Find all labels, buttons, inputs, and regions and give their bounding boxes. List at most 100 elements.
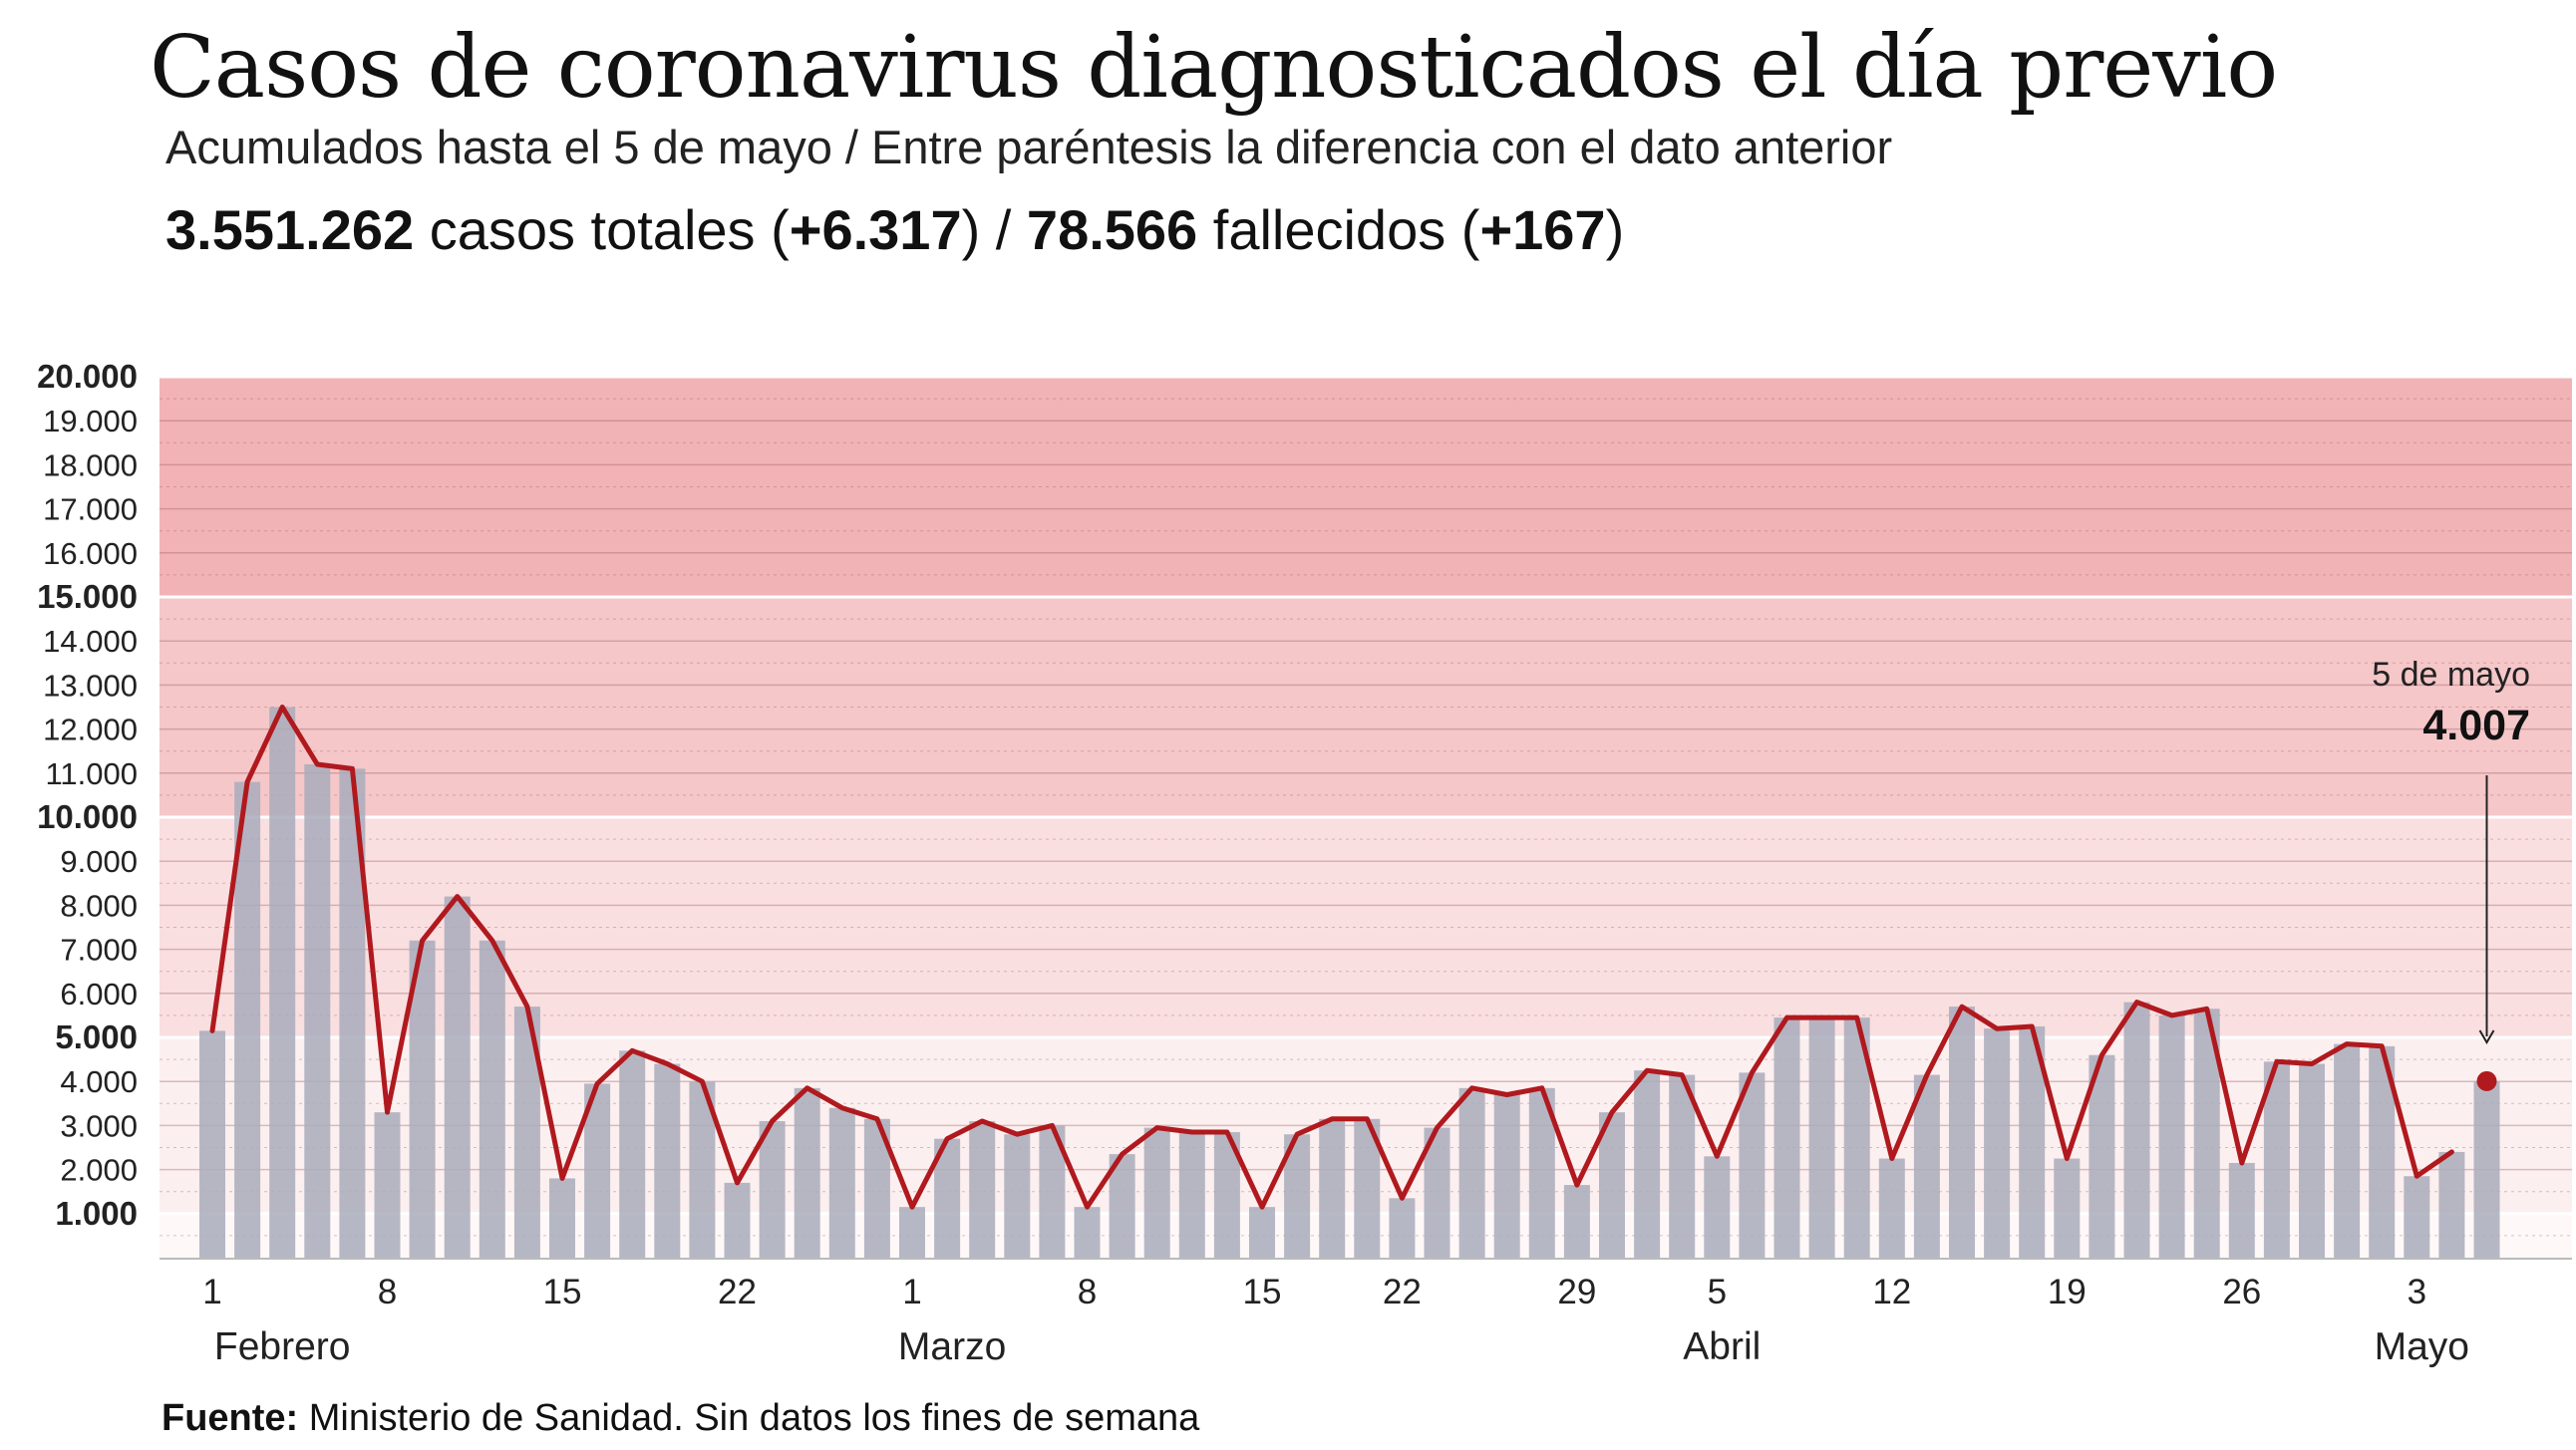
- bar: [1249, 1207, 1275, 1258]
- bar: [1563, 1185, 1590, 1258]
- x-tick-label: 8: [1078, 1273, 1097, 1311]
- total-cases: 3.551.262: [165, 198, 415, 261]
- x-tick-label: 5: [1708, 1273, 1727, 1311]
- x-tick-label: 26: [2222, 1273, 2261, 1311]
- totals-line: 3.551.262 casos totales (+6.317) / 78.56…: [165, 197, 1624, 262]
- bar: [619, 1050, 646, 1258]
- month-label: Abril: [1683, 1325, 1761, 1368]
- bar: [1634, 1070, 1661, 1258]
- bar: [304, 763, 331, 1258]
- y-tick-label: 4.000: [60, 1064, 138, 1099]
- y-tick-label: 20.000: [37, 358, 138, 395]
- x-tick-label: 15: [1243, 1273, 1282, 1311]
- bar: [969, 1120, 996, 1258]
- bar: [2334, 1043, 2361, 1258]
- bar: [2158, 1015, 2185, 1258]
- bar: [828, 1107, 855, 1258]
- y-tick-label: 17.000: [43, 492, 138, 527]
- month-label: Mayo: [2375, 1325, 2469, 1368]
- bar: [1143, 1127, 1170, 1258]
- bar: [1004, 1134, 1031, 1258]
- bar: [199, 1030, 225, 1258]
- highlight-annotation: 5 de mayo 4.007: [2372, 656, 2530, 1091]
- bar: [269, 707, 296, 1258]
- bar: [2263, 1061, 2290, 1258]
- bar: [1319, 1118, 1346, 1258]
- x-tick-label: 22: [718, 1273, 757, 1311]
- x-tick-label: 3: [2408, 1273, 2426, 1311]
- bar: [374, 1112, 401, 1258]
- x-tick-label: 22: [1383, 1273, 1422, 1311]
- x-tick-label: 12: [1872, 1273, 1911, 1311]
- bar: [2123, 1002, 2150, 1258]
- bar: [1599, 1112, 1625, 1258]
- bar: [479, 940, 505, 1258]
- bar: [1878, 1158, 1905, 1258]
- x-tick-label: 29: [1557, 1273, 1596, 1311]
- y-axis: 1.000 2.000 3.000 4.000 5.000 6.000 7.000 8.000…: [37, 358, 138, 1232]
- y-tick-label: 18.000: [43, 447, 138, 482]
- chart-subtitle: Acumulados hasta el 5 de mayo / Entre pa…: [165, 121, 1893, 173]
- y-tick-label: 2.000: [60, 1153, 138, 1188]
- source-label: Fuente:: [161, 1397, 299, 1439]
- x-tick-label: 1: [202, 1273, 221, 1311]
- bar: [2404, 1176, 2430, 1258]
- bar: [1773, 1017, 1800, 1258]
- y-tick-label: 6.000: [60, 977, 138, 1012]
- bar: [444, 896, 471, 1258]
- y-tick-label: 8.000: [60, 888, 138, 923]
- y-tick-label: 14.000: [43, 624, 138, 659]
- bar: [654, 1063, 681, 1258]
- band-2: [160, 817, 2572, 1037]
- bar: [1074, 1207, 1101, 1258]
- bar: [1669, 1074, 1696, 1258]
- y-tick-label: 16.000: [43, 536, 138, 571]
- month-label: Febrero: [214, 1325, 351, 1368]
- total-cases-diff: +6.317: [789, 198, 962, 261]
- bar: [1458, 1087, 1485, 1258]
- bar: [1949, 1007, 1975, 1258]
- bar: [549, 1178, 575, 1258]
- x-tick-label: 15: [543, 1273, 582, 1311]
- cases-chart: 1.000 2.000 3.000 4.000 5.000 6.000 7.000 8.000…: [37, 358, 2572, 1368]
- y-tick-label: 10.000: [37, 798, 138, 835]
- totals-separator: ) /: [961, 198, 1027, 261]
- y-tick-label: 11.000: [45, 756, 138, 791]
- source-note: Fuente: Ministerio de Sanidad. Sin datos…: [161, 1397, 1199, 1440]
- y-tick-label: 3.000: [60, 1108, 138, 1143]
- bar: [2054, 1158, 2081, 1258]
- band-3: [160, 597, 2572, 817]
- highlight-value-label: 4.007: [2422, 702, 2530, 749]
- y-tick-label: 1.000: [55, 1195, 138, 1232]
- total-deaths-label: fallecidos (: [1197, 198, 1480, 261]
- y-tick-label: 19.000: [43, 404, 138, 438]
- bar: [2089, 1054, 2115, 1258]
- bar: [1493, 1094, 1520, 1258]
- y-tick-label: 9.000: [60, 844, 138, 879]
- total-cases-label: casos totales (: [414, 198, 790, 261]
- bar: [1739, 1072, 1766, 1258]
- bar: [2438, 1151, 2465, 1258]
- chart-title: Casos de coronavirus diagnosticados el d…: [150, 18, 2278, 118]
- bar: [794, 1087, 820, 1258]
- bar: [1913, 1074, 1940, 1258]
- month-label: Marzo: [898, 1325, 1006, 1368]
- y-tick-label: 7.000: [60, 933, 138, 968]
- highlight-date-label: 5 de mayo: [2372, 656, 2530, 694]
- totals-close: ): [1605, 198, 1625, 261]
- y-tick-label: 15.000: [37, 578, 138, 615]
- band-4: [160, 377, 2572, 597]
- highlight-point: [2476, 1070, 2497, 1091]
- bar: [1704, 1156, 1731, 1258]
- x-axis: 1 8 15 22 1 8 15 22 29 5 12 19 26 3 Febrero Marzo Abril M…: [160, 1258, 2572, 1368]
- x-tick-label: 19: [2048, 1273, 2087, 1311]
- bar: [759, 1120, 786, 1258]
- total-deaths: 78.566: [1026, 198, 1198, 261]
- y-tick-label: 12.000: [43, 713, 138, 747]
- x-tick-label: 8: [378, 1273, 397, 1311]
- y-tick-label: 5.000: [55, 1018, 138, 1055]
- bar: [724, 1182, 751, 1258]
- bar: [1984, 1028, 2011, 1258]
- y-tick-label: 13.000: [43, 668, 138, 703]
- bar: [2299, 1063, 2325, 1258]
